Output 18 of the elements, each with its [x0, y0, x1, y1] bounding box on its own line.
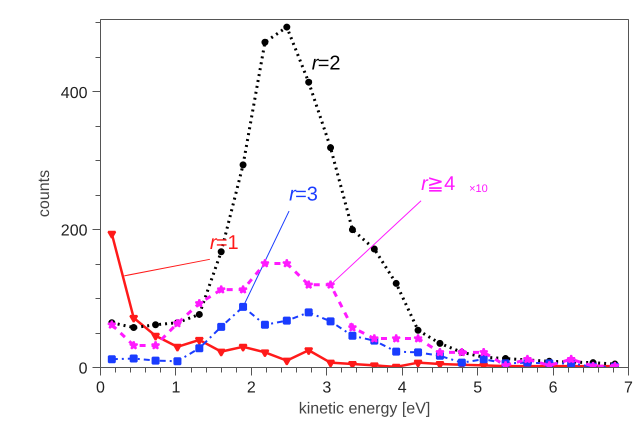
text: r=3 — [289, 184, 318, 206]
y-tick-label: 200 — [60, 222, 88, 240]
y-axis-title: counts — [36, 170, 53, 218]
x-tick-label: 0 — [96, 380, 106, 396]
x-axis-title: kinetic energy [eV] — [298, 400, 430, 418]
x-tick-label: 7 — [624, 380, 633, 396]
text: r≧4 — [421, 173, 456, 196]
x-tick-label: 4 — [398, 380, 407, 396]
y-tick-label: 0 — [78, 360, 88, 378]
x-tick-label: 2 — [246, 380, 256, 396]
x-tick-label: 1 — [171, 380, 180, 396]
annotation: ×10 — [469, 183, 488, 196]
series-label: r=2 — [312, 52, 341, 75]
x-tick-label: 3 — [322, 380, 332, 396]
x-tick-label: 6 — [548, 380, 558, 396]
text: r=1 — [210, 232, 239, 254]
y-tick-label: 400 — [60, 84, 88, 102]
x-tick-label: 5 — [473, 380, 482, 396]
